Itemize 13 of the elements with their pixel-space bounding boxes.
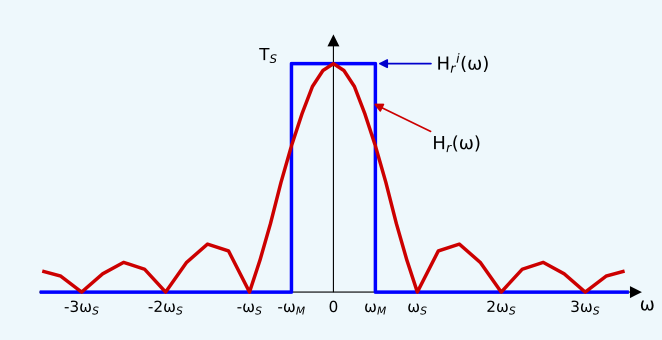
x-tick-label: -ω$_{M}$	[278, 304, 305, 314]
x-tick-label: ω$_{M}$	[365, 304, 386, 314]
annotation: H$_{r}$$^{i}$(ω)	[438, 53, 488, 73]
x-tick-label: 2ω$_{S}$	[487, 300, 516, 315]
x-tick-label: 3ω$_{S}$	[571, 300, 600, 315]
x-axis-title: ω	[640, 300, 654, 311]
x-tick-label: -2ω$_{S}$	[148, 300, 182, 315]
x-tick-label: -3ω$_{S}$	[64, 300, 99, 315]
annotation: T$_{S}$	[259, 48, 277, 64]
annotation: H$_{r}$(ω)	[434, 135, 480, 152]
x-tick-label: ω$_{S}$	[408, 304, 427, 315]
x-tick-label: -ω$_{S}$	[237, 304, 262, 315]
x-tick-label: 0	[330, 300, 338, 312]
